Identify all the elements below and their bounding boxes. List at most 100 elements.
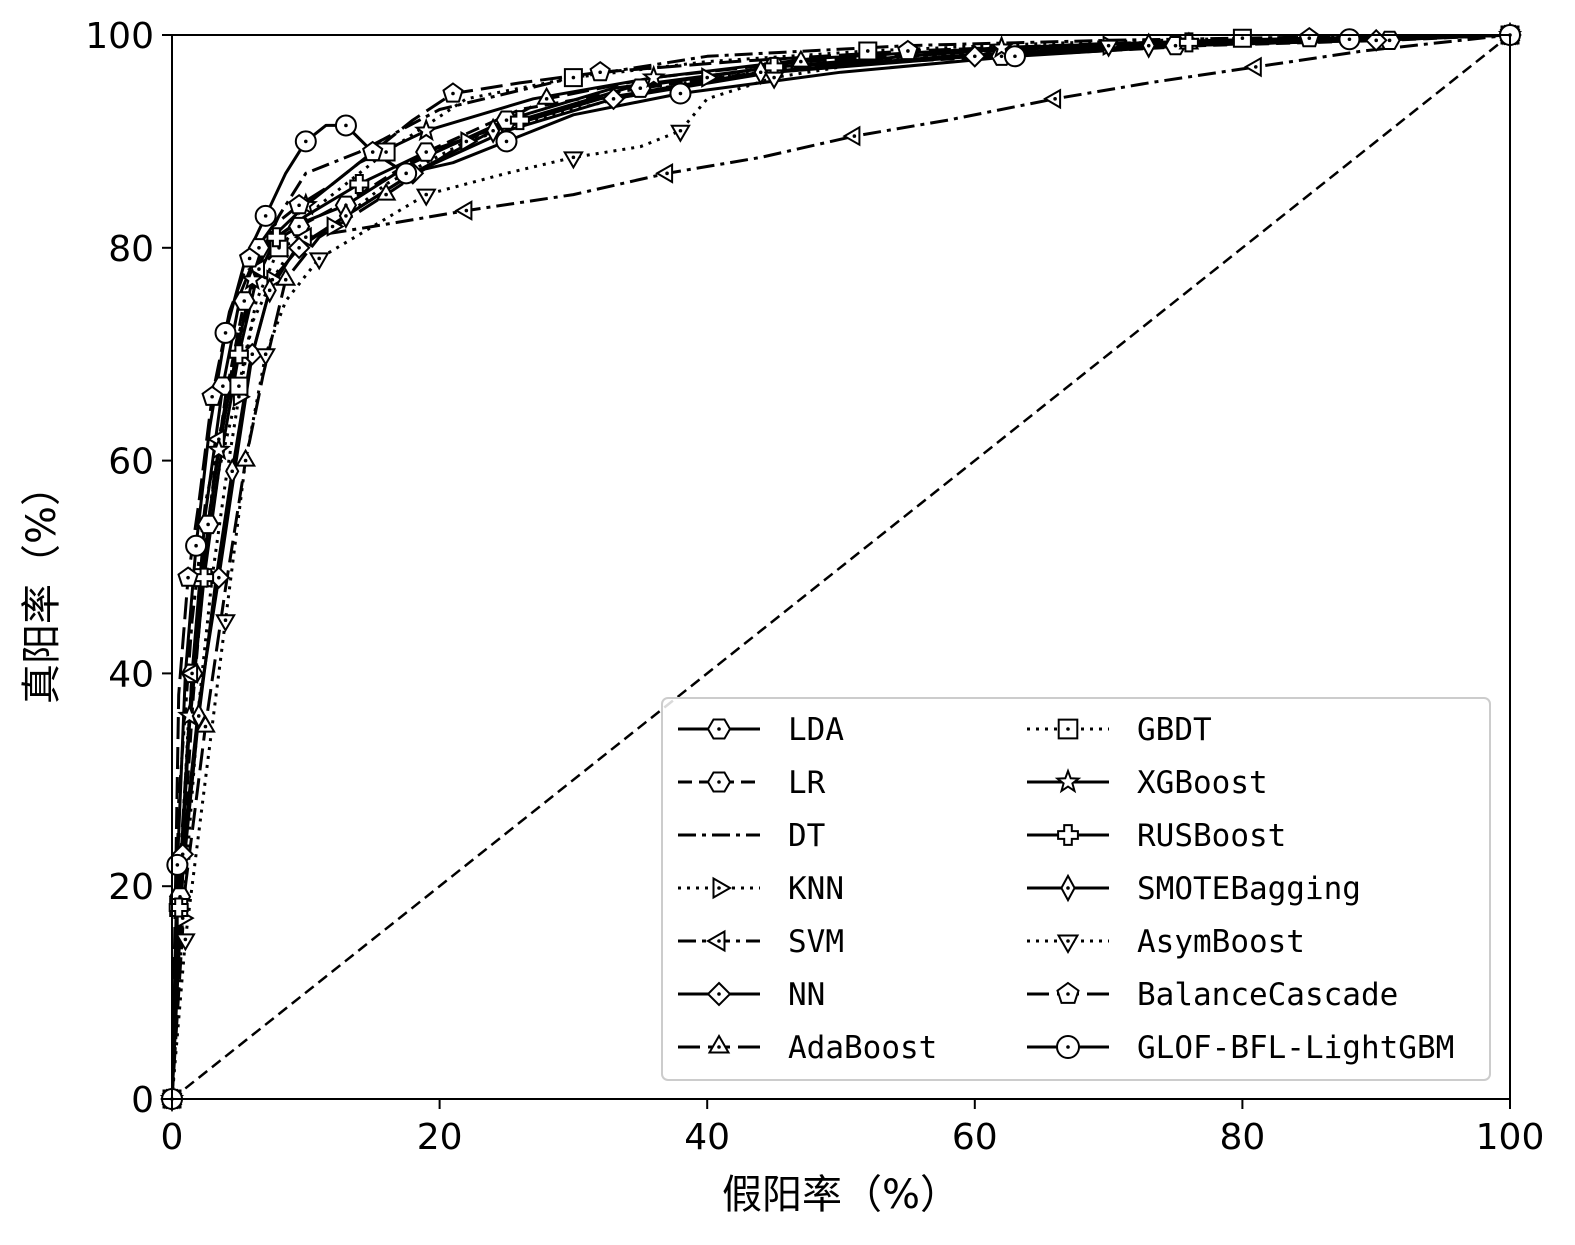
point-glof-bfl-lightgbm-7-dot [263,214,268,218]
point-asymboost-11-dot [571,155,576,160]
reference-line-layer [172,35,1510,1099]
legend-label-lr: LR [788,765,826,801]
legend-label-knn: KNN [788,871,844,907]
point-adaboost-6 [275,267,297,286]
point-lr-13-dot [999,54,1004,59]
point-gbdt-15-dot [1240,36,1245,40]
legend-label-glof-bfl-lightgbm: GLOF-BFL-LightGBM [1137,1030,1454,1066]
point-svm-10 [454,200,473,221]
point-gbdt-13-dot [865,49,870,53]
legend-label-balancecascade: BalanceCascade [1137,977,1398,1013]
point-rusboost-9 [349,174,370,194]
point-knn-9 [326,216,345,237]
point-knn-9-dot [330,224,335,229]
point-balancecascade-8-dot [297,203,301,208]
tick-layer: 0 20 40 60 80 100 0 20 40 60 80 100 [85,16,1544,1158]
point-lr-15-dot [1387,38,1392,43]
legend-marker-nn-dot [717,992,721,996]
point-knn-5-dot [237,394,241,399]
legend-marker-svm-dot [717,939,721,943]
legend-label-smotebagging: SMOTEBagging [1137,871,1361,907]
series-line-asymboost [172,35,1510,1099]
legend-marker-asymboost [1056,934,1080,955]
point-xgboost-12 [641,64,666,89]
legend-marker-svm [705,929,726,953]
point-xgboost-4 [206,437,232,461]
point-smotebagging-6-dot [267,288,272,293]
point-asymboost-1-dot [183,937,188,942]
point-svm-8-dot [304,235,308,239]
point-smotebagging-12-dot [758,70,763,75]
point-nn-13-dot [973,54,977,59]
series-line-gbdt [172,35,1510,1099]
point-asymboost-1 [174,933,196,952]
legend-marker-xgboost [1054,768,1082,794]
point-smotebagging-2-dot [196,714,201,718]
point-adaboost-10-dot [544,97,549,101]
point-smotebagging-4-dot [230,469,235,474]
plot-frame [171,34,1511,1100]
point-asymboost-5 [255,348,277,367]
reference-diagonal-line [172,35,1510,1099]
series-line-rusboost [172,35,1510,1099]
x-tick-label-0: 0 [161,1117,184,1158]
point-gbdt-9-dot [384,150,388,154]
point-lr-3-dot [206,522,210,527]
point-xgboost-14 [989,34,1014,59]
point-asymboost-5-dot [263,352,268,357]
legend-marker-asymboost-dot [1066,939,1070,943]
point-glof-bfl-lightgbm-19-dot [1013,54,1017,59]
legend-label-dt: DT [788,818,825,854]
legend-marker-knn-dot [717,886,721,890]
legend-label-nn: NN [788,977,825,1013]
legend-label-svm: SVM [788,924,844,960]
point-asymboost-17 [1098,39,1120,58]
point-xgboost-6 [240,266,265,291]
point-nn-15-dot [1374,38,1378,43]
legend-marker-lr-dot [717,780,721,784]
point-gbdt-11-dot [571,75,576,80]
point-svm-12 [655,162,674,184]
point-knn-13 [701,67,720,88]
point-adaboost-10 [536,86,558,105]
point-balancecascade-18-dot [1307,36,1312,40]
point-balancecascade-6-dot [247,256,252,261]
legend-marker-adaboost [707,1033,731,1054]
point-nn-11-dot [611,97,616,101]
point-asymboost-15 [763,71,785,90]
point-svm-14 [842,125,861,147]
point-balancecascade-4-dot [210,394,214,399]
y-tick-label-1: 20 [108,867,154,908]
y-tick-label-5: 100 [85,16,154,57]
point-svm-16-dot [1053,97,1057,101]
legend-marker-adaboost-dot [717,1045,721,1049]
point-asymboost-13-dot [678,128,683,133]
point-smotebagging-8-dot [344,214,348,218]
legend-label-rusboost: RUSBoost [1137,818,1286,854]
point-svm-14-dot [852,134,857,138]
point-gbdt-5-dot [237,384,241,388]
point-adaboost-12-dot [799,59,803,64]
point-balancecascade-14-dot [598,70,602,75]
point-knn-13-dot [705,75,709,80]
legend-label-asymboost: AsymBoost [1137,924,1305,960]
point-lda-14-dot [1173,43,1178,48]
point-lr-9-dot [424,150,429,154]
point-svm-18 [1243,56,1262,78]
point-rusboost-15 [1178,32,1199,53]
point-knn-11-dot [464,139,469,144]
point-smotebagging-14-dot [1146,43,1151,48]
legend-marker-knn [712,876,733,900]
y-tick-label-2: 40 [108,654,154,695]
point-adaboost-2-dot [203,724,208,729]
point-lda-4-dot [221,384,225,388]
y-tick-label-0: 0 [131,1080,154,1121]
legend-label-xgboost: XGBoost [1137,765,1268,801]
legend-marker-lda-dot [717,727,721,731]
series-line-balancecascade [172,35,1510,1099]
x-tick-label-1: 20 [417,1117,463,1158]
point-asymboost-7-dot [317,256,321,261]
point-svm-10-dot [464,208,469,213]
x-axis-title: 假阳率（%） [722,1172,960,1218]
